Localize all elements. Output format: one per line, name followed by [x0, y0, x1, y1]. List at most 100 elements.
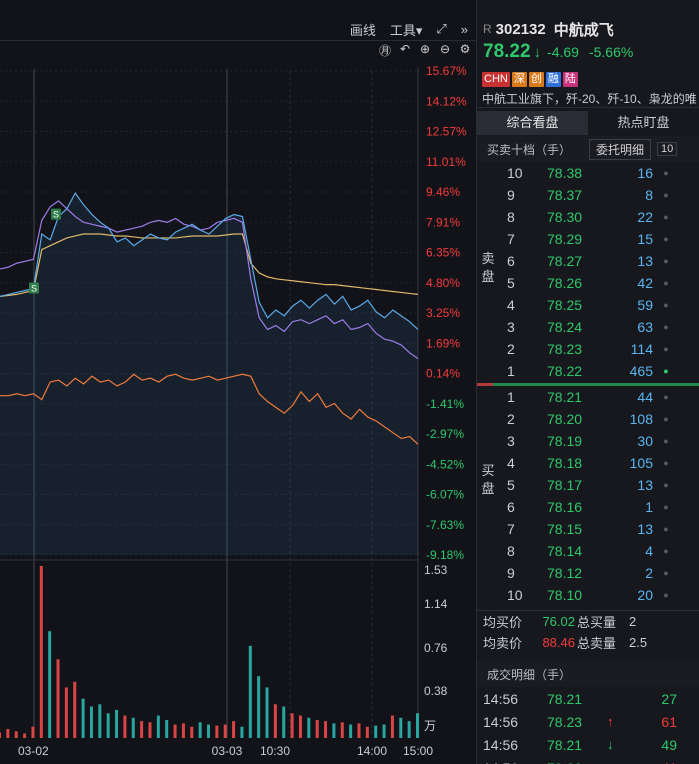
volume-bar	[23, 733, 27, 738]
expand-icon[interactable]: ⤢	[436, 21, 447, 36]
ask-level-row[interactable]: 10 78.38 16 ●	[477, 162, 699, 184]
trade-arrow-icon: ↑	[607, 760, 621, 764]
level-dot-icon: ●	[663, 546, 669, 556]
trade-volume: 61	[661, 713, 677, 730]
ask-level-row[interactable]: 8 78.30 22 ●	[477, 206, 699, 228]
pct-axis-label: 15.67%	[426, 64, 467, 78]
ask-level-row[interactable]: 2 78.23 114 ●	[477, 338, 699, 360]
volume-axis-label: 0.76	[424, 641, 448, 655]
side-char: 卖	[481, 251, 495, 266]
volume-bar	[365, 726, 369, 738]
stock-name[interactable]: 中航成飞	[553, 21, 614, 39]
level-number: 6	[507, 499, 515, 515]
tools-dropdown[interactable]: 工具▾	[389, 22, 423, 38]
stock-description: 中航工业旗下，歼-20、歼-10、枭龙的唯	[477, 90, 699, 108]
zoom-in-icon[interactable]: ⊕	[419, 42, 431, 56]
pct-axis-label: 0.14%	[426, 367, 460, 381]
zoom-out-icon[interactable]: ⊖	[439, 42, 451, 56]
level-number: 3	[507, 319, 515, 335]
intraday-chart[interactable]: 15.67% 14.12% 12.57% 11.01% 9.46% 7.91% 6.35% 4…	[0, 0, 476, 764]
bid-level-row[interactable]: 6 78.16 1 ●	[477, 496, 699, 518]
volume-bar	[382, 724, 386, 738]
gear-icon[interactable]: ⚙	[459, 42, 471, 56]
volume-bar	[282, 706, 286, 738]
signal-marker	[51, 208, 61, 220]
volume-bar	[223, 724, 227, 738]
volume-bar	[89, 706, 93, 738]
level-dot-icon: ●	[663, 190, 669, 200]
volume-bar	[374, 725, 378, 738]
yuan-icon[interactable]: ㊊	[378, 44, 391, 58]
ask-level-row[interactable]: 1 78.22 465 ●	[477, 360, 699, 382]
level-dot-icon: ●	[663, 590, 669, 600]
badge-row: CHN 深创融陆	[477, 68, 699, 90]
level-price: 78.18	[547, 455, 583, 471]
ask-level-row[interactable]: 5 78.26 42 ●	[477, 272, 699, 294]
level-volume: 13	[637, 521, 653, 537]
tab-overview[interactable]: 综合看盘	[477, 111, 588, 135]
level-dot-icon: ●	[663, 366, 669, 376]
market-tag: R	[483, 22, 492, 36]
chart-area[interactable]: 画线 工具▾ ⤢ » ㊊ ↶ ⊕ ⊖ ⚙ 15.67% 14.12% 12.57% 1…	[0, 0, 476, 764]
level-dot-icon: ●	[663, 344, 669, 354]
tab-hot-watch[interactable]: 热点盯盘	[617, 115, 670, 130]
side-char: 盘	[481, 481, 495, 496]
level-volume: 4	[645, 543, 653, 559]
level-number: 4	[507, 297, 515, 313]
ask-level-row[interactable]: 4 78.25 59 ●	[477, 294, 699, 316]
volume-bar	[290, 713, 294, 738]
avg-price-line	[0, 233, 419, 297]
ask-level-row[interactable]: 7 78.29 15 ●	[477, 228, 699, 250]
level-number: 10	[507, 587, 523, 603]
pct-axis-label: 7.91%	[426, 215, 460, 229]
volume-bar	[215, 725, 219, 738]
bid-level-row[interactable]: 7 78.15 13 ●	[477, 518, 699, 540]
volume-bar	[298, 715, 302, 738]
level-price: 78.24	[547, 319, 583, 335]
level-number: 9	[507, 187, 515, 203]
bid-level-row[interactable]: 5 78.17 13 ●	[477, 474, 699, 496]
signal-marker	[29, 282, 39, 294]
volume-bar	[315, 720, 319, 738]
bid-level-row[interactable]: 3 78.19 30 ●	[477, 430, 699, 452]
avg-buy-label: 均买价	[483, 615, 523, 630]
bid-level-row[interactable]: 1 78.21 44 ●	[477, 386, 699, 408]
level-volume: 105	[629, 455, 653, 471]
level-price: 78.23	[547, 341, 583, 357]
ask-level-row[interactable]: 9 78.37 8 ●	[477, 184, 699, 206]
level-number: 1	[507, 389, 515, 405]
chart-icon-bar: ㊊ ↶ ⊕ ⊖ ⚙	[378, 42, 472, 59]
chevron-right-double-icon[interactable]: »	[460, 21, 468, 37]
badge-3: 融	[545, 71, 561, 87]
order-detail-button[interactable]: 委托明细	[589, 138, 652, 160]
level-volume: 108	[629, 411, 653, 427]
signal-marker-label: S	[53, 210, 59, 220]
bid-level-row[interactable]: 2 78.20 108 ●	[477, 408, 699, 430]
total-sell-value: 2.5	[629, 635, 648, 650]
bid-level-row[interactable]: 4 78.18 105 ●	[477, 452, 699, 474]
ask-level-row[interactable]: 6 78.27 13 ●	[477, 250, 699, 272]
ask-level-row[interactable]: 3 78.24 63 ●	[477, 316, 699, 338]
level-volume: 1	[645, 499, 653, 515]
level-volume: 16	[637, 165, 653, 181]
draw-button[interactable]: 画线	[349, 22, 376, 38]
total-buy-value: 2	[629, 614, 637, 629]
volume-bar	[181, 723, 185, 738]
level-price: 78.10	[547, 587, 583, 603]
bid-level-row[interactable]: 8 78.14 4 ●	[477, 540, 699, 562]
volume-bar	[123, 715, 127, 738]
level-number: 7	[507, 231, 515, 247]
bid-level-row[interactable]: 9 78.12 2 ●	[477, 562, 699, 584]
trade-price: 78.21	[547, 736, 583, 753]
level-dot-icon: ●	[663, 234, 669, 244]
undo-icon[interactable]: ↶	[399, 42, 411, 56]
trades-header[interactable]: 成交明细（手）	[477, 661, 699, 687]
pct-axis-label: -1.41%	[426, 397, 464, 411]
volume-bar	[357, 723, 361, 738]
level-price: 78.12	[547, 565, 583, 581]
bid-level-row[interactable]: 10 78.10 20 ●	[477, 584, 699, 606]
level-number: 4	[507, 455, 515, 471]
trade-price: 78.23	[547, 713, 583, 730]
level-count-button[interactable]: 10	[657, 142, 678, 156]
trade-price: 78.23	[547, 760, 607, 764]
